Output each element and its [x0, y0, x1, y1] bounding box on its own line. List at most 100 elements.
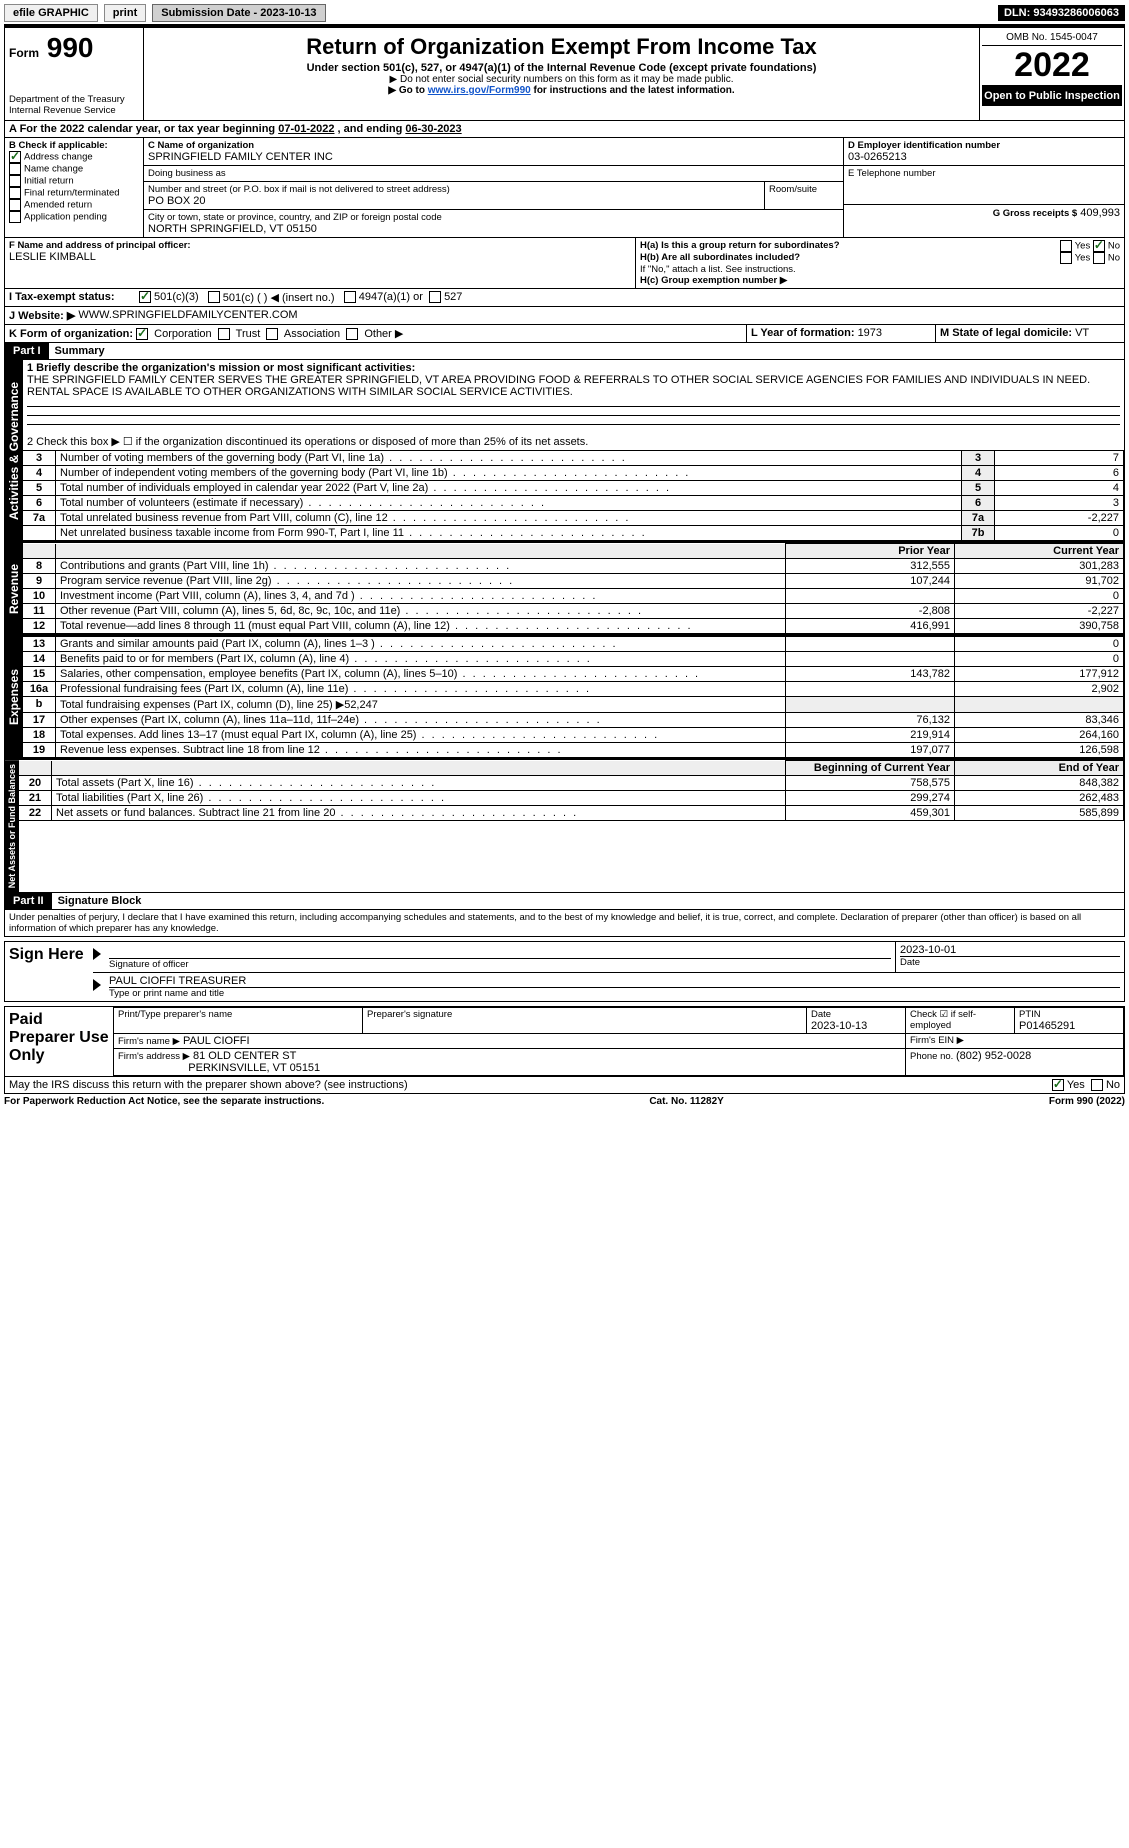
cb-corp[interactable] [136, 328, 148, 340]
expenses-table: 13Grants and similar amounts paid (Part … [23, 636, 1124, 758]
no-label: No [1108, 241, 1120, 252]
c-name-label: C Name of organization [148, 140, 839, 151]
hc-label: H(c) Group exemption number ▶ [640, 275, 1120, 286]
i-opt-1: 501(c) ( ) ◀ (insert no.) [223, 291, 335, 304]
open-public-badge: Open to Public Inspection [982, 86, 1122, 106]
revenue-table: Prior YearCurrent Year 8Contributions an… [23, 543, 1124, 634]
no-label2: No [1108, 253, 1120, 264]
part2-title: Signature Block [52, 895, 142, 907]
k-opt-3: Other ▶ [364, 328, 403, 340]
sig-officer-label: Signature of officer [109, 959, 891, 970]
tax-period: A For the 2022 calendar year, or tax yea… [5, 121, 1124, 138]
discuss-no[interactable] [1091, 1079, 1103, 1091]
prep-sig-label: Preparer's signature [367, 1009, 802, 1020]
table-row: 12Total revenue—add lines 8 through 11 (… [23, 619, 1124, 634]
hdr-prior: Prior Year [786, 544, 955, 559]
ptin-value: P01465291 [1019, 1020, 1119, 1032]
preparer-table: Print/Type preparer's name Preparer's si… [113, 1007, 1124, 1076]
tab-activities-governance: Activities & Governance [5, 360, 23, 541]
hb-no[interactable] [1093, 252, 1105, 264]
cb-501c3[interactable] [139, 291, 151, 303]
paid-preparer-label: Paid Preparer Use Only [5, 1007, 113, 1076]
section-i: I Tax-exempt status: 501(c)(3) 501(c) ( … [5, 289, 1124, 307]
f-label: F Name and address of principal officer: [9, 240, 631, 251]
discuss-yes-label: Yes [1067, 1079, 1085, 1091]
table-row: 22Net assets or fund balances. Subtract … [19, 806, 1124, 821]
dln-badge: DLN: 93493286006063 [998, 5, 1125, 21]
ha-yes[interactable] [1060, 240, 1072, 252]
checkbox-amended[interactable] [9, 199, 21, 211]
table-row: 14Benefits paid to or for members (Part … [23, 652, 1124, 667]
i-opt-2: 4947(a)(1) or [359, 291, 423, 304]
form-small: Form [9, 46, 39, 60]
submission-date-button[interactable]: Submission Date - 2023-10-13 [152, 4, 325, 22]
k-label: K Form of organization: [9, 328, 133, 340]
table-row: 19Revenue less expenses. Subtract line 1… [23, 743, 1124, 758]
b-opt-5: Application pending [24, 212, 107, 223]
year-formed: 1973 [858, 327, 882, 339]
period-begin: 07-01-2022 [278, 123, 334, 135]
period-label: A For the 2022 calendar year, or tax yea… [9, 123, 278, 135]
hb-label: H(b) Are all subordinates included? [640, 252, 800, 263]
ptin-label: PTIN [1019, 1009, 1119, 1020]
m-label: M State of legal domicile: [940, 327, 1075, 339]
checkbox-initial-return[interactable] [9, 175, 21, 187]
cb-527[interactable] [429, 291, 441, 303]
sig-name-label: Type or print name and title [109, 987, 1120, 999]
sig-name: PAUL CIOFFI TREASURER [109, 975, 1120, 987]
form990-link[interactable]: www.irs.gov/Form990 [428, 85, 531, 96]
print-button[interactable]: print [104, 4, 146, 22]
footer-form: Form 990 (2022) [1049, 1096, 1125, 1107]
cb-trust[interactable] [218, 328, 230, 340]
tax-year: 2022 [982, 46, 1122, 86]
print-label: print [113, 7, 137, 19]
table-row: 13Grants and similar amounts paid (Part … [23, 637, 1124, 652]
table-row: 20Total assets (Part X, line 16)758,5758… [19, 776, 1124, 791]
hdr-current: Current Year [955, 544, 1124, 559]
hdr-end: End of Year [955, 761, 1124, 776]
i-opt-3: 527 [444, 291, 462, 304]
cb-assoc[interactable] [266, 328, 278, 340]
mission-text: THE SPRINGFIELD FAMILY CENTER SERVES THE… [27, 374, 1120, 398]
net-assets-table: Beginning of Current YearEnd of Year 20T… [19, 760, 1124, 821]
checkbox-name-change[interactable] [9, 163, 21, 175]
prep-self-emp: Check ☑ if self-employed [906, 1008, 1015, 1034]
yes-label: Yes [1075, 241, 1091, 252]
section-m: M State of legal domicile: VT [936, 325, 1124, 342]
j-label: J Website: ▶ [9, 309, 75, 322]
principal-officer: LESLIE KIMBALL [9, 251, 631, 263]
table-row: 3Number of voting members of the governi… [23, 451, 1124, 466]
discuss-yes[interactable] [1052, 1079, 1064, 1091]
sig-date-label: Date [900, 956, 1120, 968]
perjury-declaration: Under penalties of perjury, I declare th… [5, 910, 1124, 936]
table-row: 8Contributions and grants (Part VIII, li… [23, 559, 1124, 574]
checkbox-address-change[interactable] [9, 151, 21, 163]
hb-yes[interactable] [1060, 252, 1072, 264]
table-row: Net unrelated business taxable income fr… [23, 526, 1124, 541]
part2-header: Part II [5, 893, 52, 909]
subm-date: 2023-10-13 [260, 7, 316, 19]
checkbox-app-pending[interactable] [9, 211, 21, 223]
cb-501c[interactable] [208, 291, 220, 303]
website-value: WWW.SPRINGFIELDFAMILYCENTER.COM [78, 309, 297, 322]
footer-left: For Paperwork Reduction Act Notice, see … [4, 1096, 324, 1107]
ha-no[interactable] [1093, 240, 1105, 252]
form-number: Form 990 [9, 32, 139, 64]
line1-label: 1 Briefly describe the organization's mi… [27, 362, 1120, 374]
yes-label2: Yes [1075, 253, 1091, 264]
table-row: 21Total liabilities (Part X, line 26)299… [19, 791, 1124, 806]
g-label: G Gross receipts $ [993, 208, 1077, 219]
goto-pre: ▶ Go to [388, 85, 427, 96]
checkbox-final-return[interactable] [9, 187, 21, 199]
cb-other[interactable] [346, 328, 358, 340]
firm-addr2: PERKINSVILLE, VT 05151 [188, 1062, 320, 1074]
tab-net-assets: Net Assets or Fund Balances [5, 760, 19, 892]
arrow-icon [93, 948, 101, 960]
efile-label: efile GRAPHIC [13, 7, 89, 19]
cb-4947[interactable] [344, 291, 356, 303]
efile-graphic-button[interactable]: efile GRAPHIC [4, 4, 98, 22]
hdr-beginning: Beginning of Current Year [786, 761, 955, 776]
l-label: L Year of formation: [751, 327, 858, 339]
footer-cat: Cat. No. 11282Y [649, 1096, 723, 1107]
b-opt-0: Address change [24, 152, 93, 163]
